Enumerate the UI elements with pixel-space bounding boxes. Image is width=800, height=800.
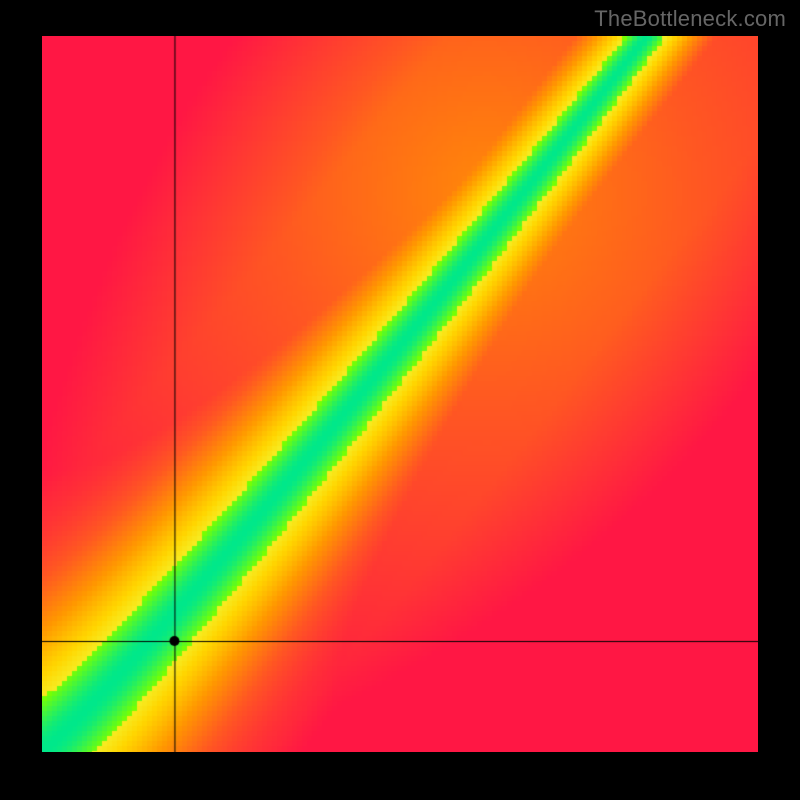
heatmap-plot — [42, 36, 758, 752]
chart-container: TheBottleneck.com — [0, 0, 800, 800]
watermark-text: TheBottleneck.com — [594, 6, 786, 32]
heatmap-canvas — [42, 36, 758, 752]
